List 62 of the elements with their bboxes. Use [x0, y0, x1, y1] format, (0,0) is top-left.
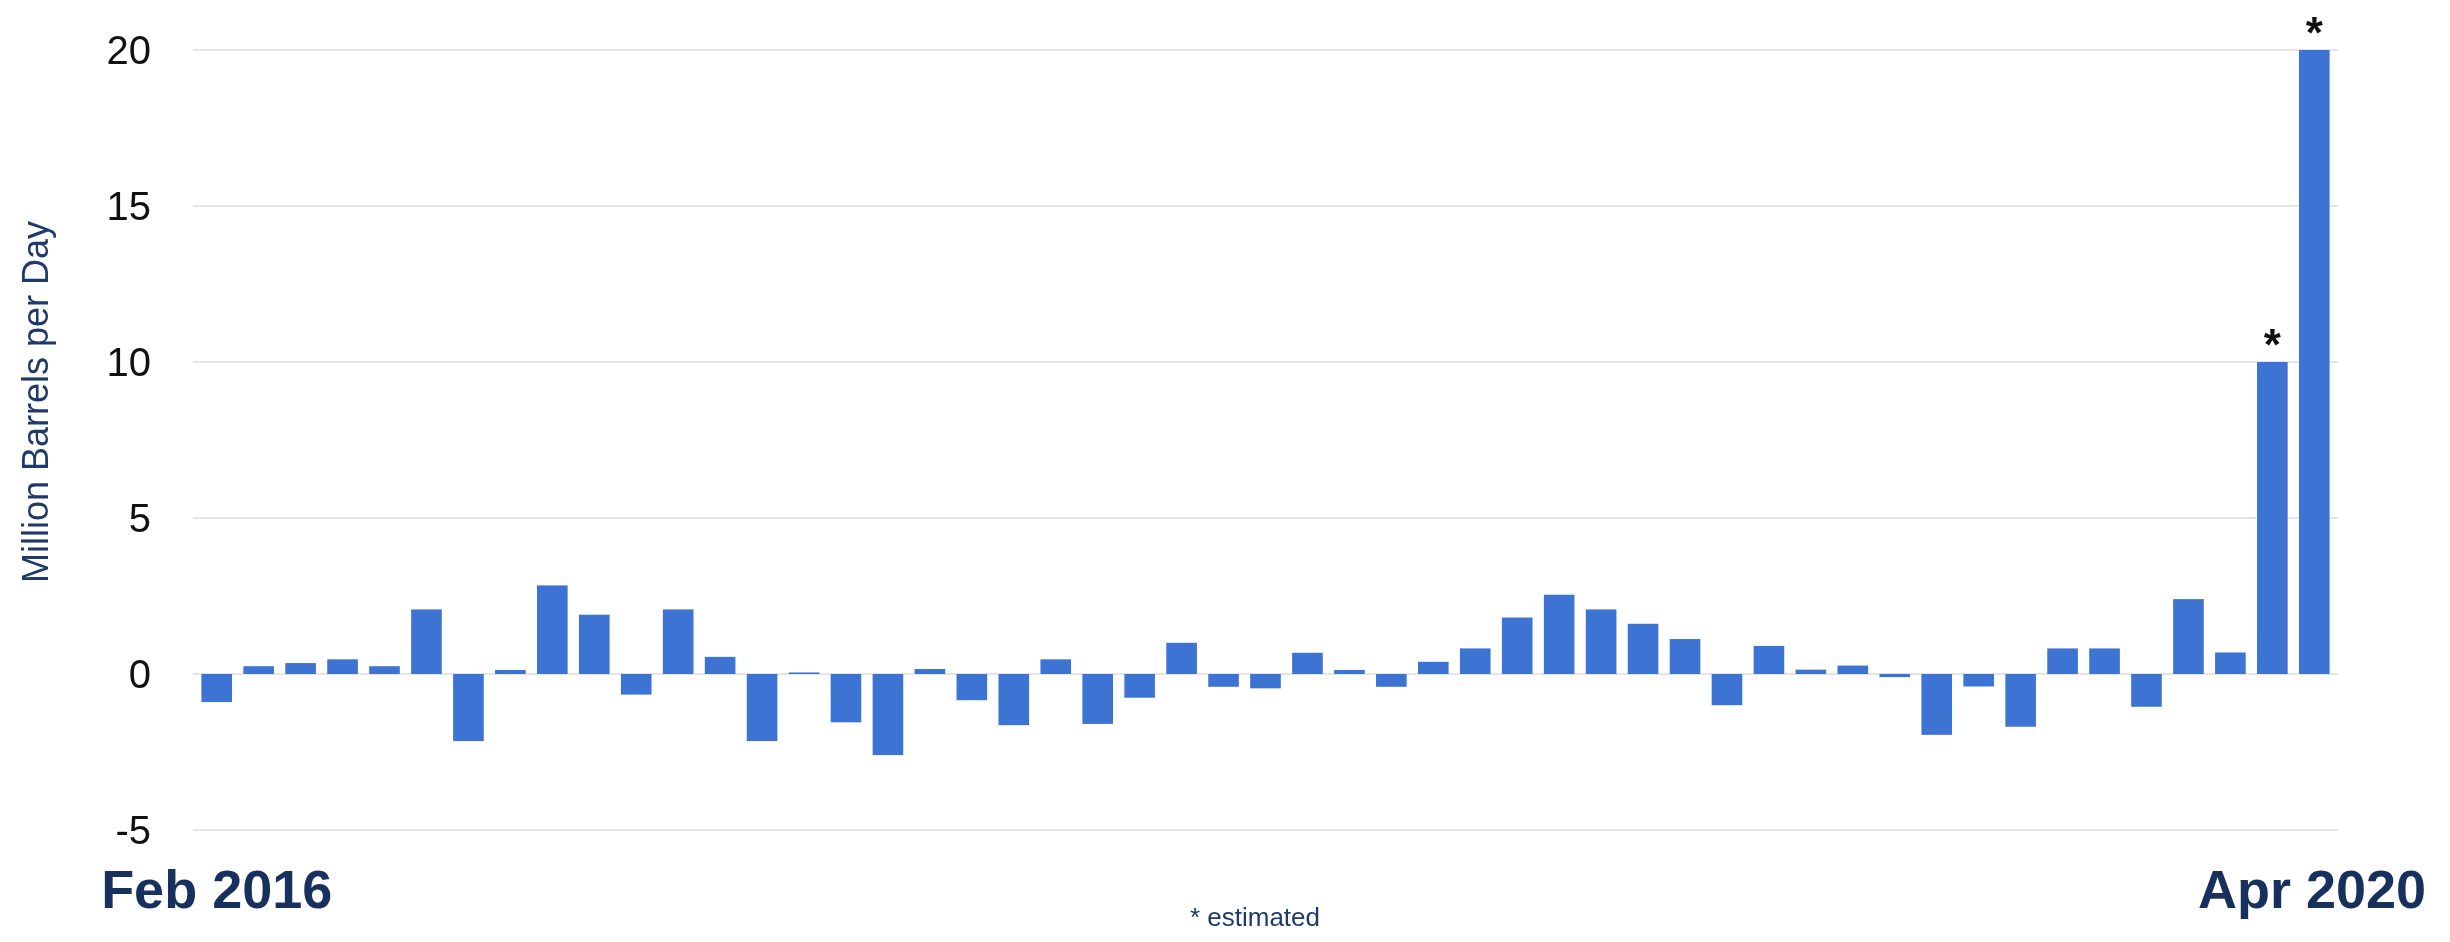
bar: [704, 656, 736, 674]
bar: [327, 659, 358, 674]
bar: [1459, 648, 1491, 674]
bar: [830, 674, 862, 723]
x-tick-label: Feb 2016: [101, 859, 333, 919]
bar: [201, 674, 233, 703]
bar: [1921, 674, 1953, 735]
bar: [914, 669, 946, 674]
bar: [1543, 594, 1575, 674]
y-tick-label: 10: [106, 340, 151, 384]
bar: [2047, 648, 2078, 674]
bar: [285, 663, 316, 674]
bar: [243, 666, 274, 674]
bar: [2089, 648, 2120, 674]
y-tick-label: 0: [128, 652, 151, 696]
bar: [1292, 652, 1323, 674]
bar: [411, 609, 442, 674]
bar: [1334, 669, 1365, 674]
bar: [1963, 674, 1994, 687]
bar: [2005, 674, 2036, 727]
data-label: *: [2263, 320, 2282, 369]
y-tick-label: 15: [106, 184, 151, 228]
bar: [1501, 617, 1533, 674]
bar: [1669, 639, 1701, 674]
y-tick-label: 20: [106, 28, 151, 72]
y-axis-title: Million Barrels per Day: [15, 220, 56, 584]
bar: [872, 674, 904, 756]
bar: [1711, 674, 1743, 706]
y-tick-label: -5: [115, 808, 151, 852]
bar: [1627, 623, 1659, 674]
bar: [537, 585, 568, 674]
bar: [1795, 669, 1827, 674]
bar: [578, 614, 610, 674]
bar: [1376, 674, 1407, 687]
bar: [1418, 661, 1449, 674]
bar: [620, 674, 652, 695]
y-tick-label: 5: [128, 496, 151, 540]
bar: [1040, 659, 1072, 674]
bar: [369, 666, 400, 674]
bar: [1208, 674, 1239, 687]
bar: [662, 609, 694, 674]
bar: [2298, 50, 2330, 674]
bar: [1879, 674, 1911, 678]
bar: [1124, 674, 1155, 698]
text: * estimated: [1189, 902, 1321, 932]
bar: [2215, 652, 2246, 674]
bar: [1837, 665, 1869, 674]
bar: [998, 674, 1030, 726]
bar: [1753, 645, 1785, 674]
bar: [1585, 609, 1617, 674]
bar: [956, 674, 988, 701]
data-label: *: [2305, 8, 2324, 57]
bar: [2173, 599, 2204, 674]
x-tick-label: Apr 2020: [2197, 859, 2427, 919]
bar: [1082, 674, 1113, 724]
bar: [2257, 362, 2288, 674]
bar: [453, 674, 484, 742]
bar: [2131, 674, 2162, 707]
bar: [1250, 674, 1281, 689]
bar: [1166, 642, 1197, 674]
bar: [746, 674, 778, 742]
bar: [495, 669, 526, 674]
